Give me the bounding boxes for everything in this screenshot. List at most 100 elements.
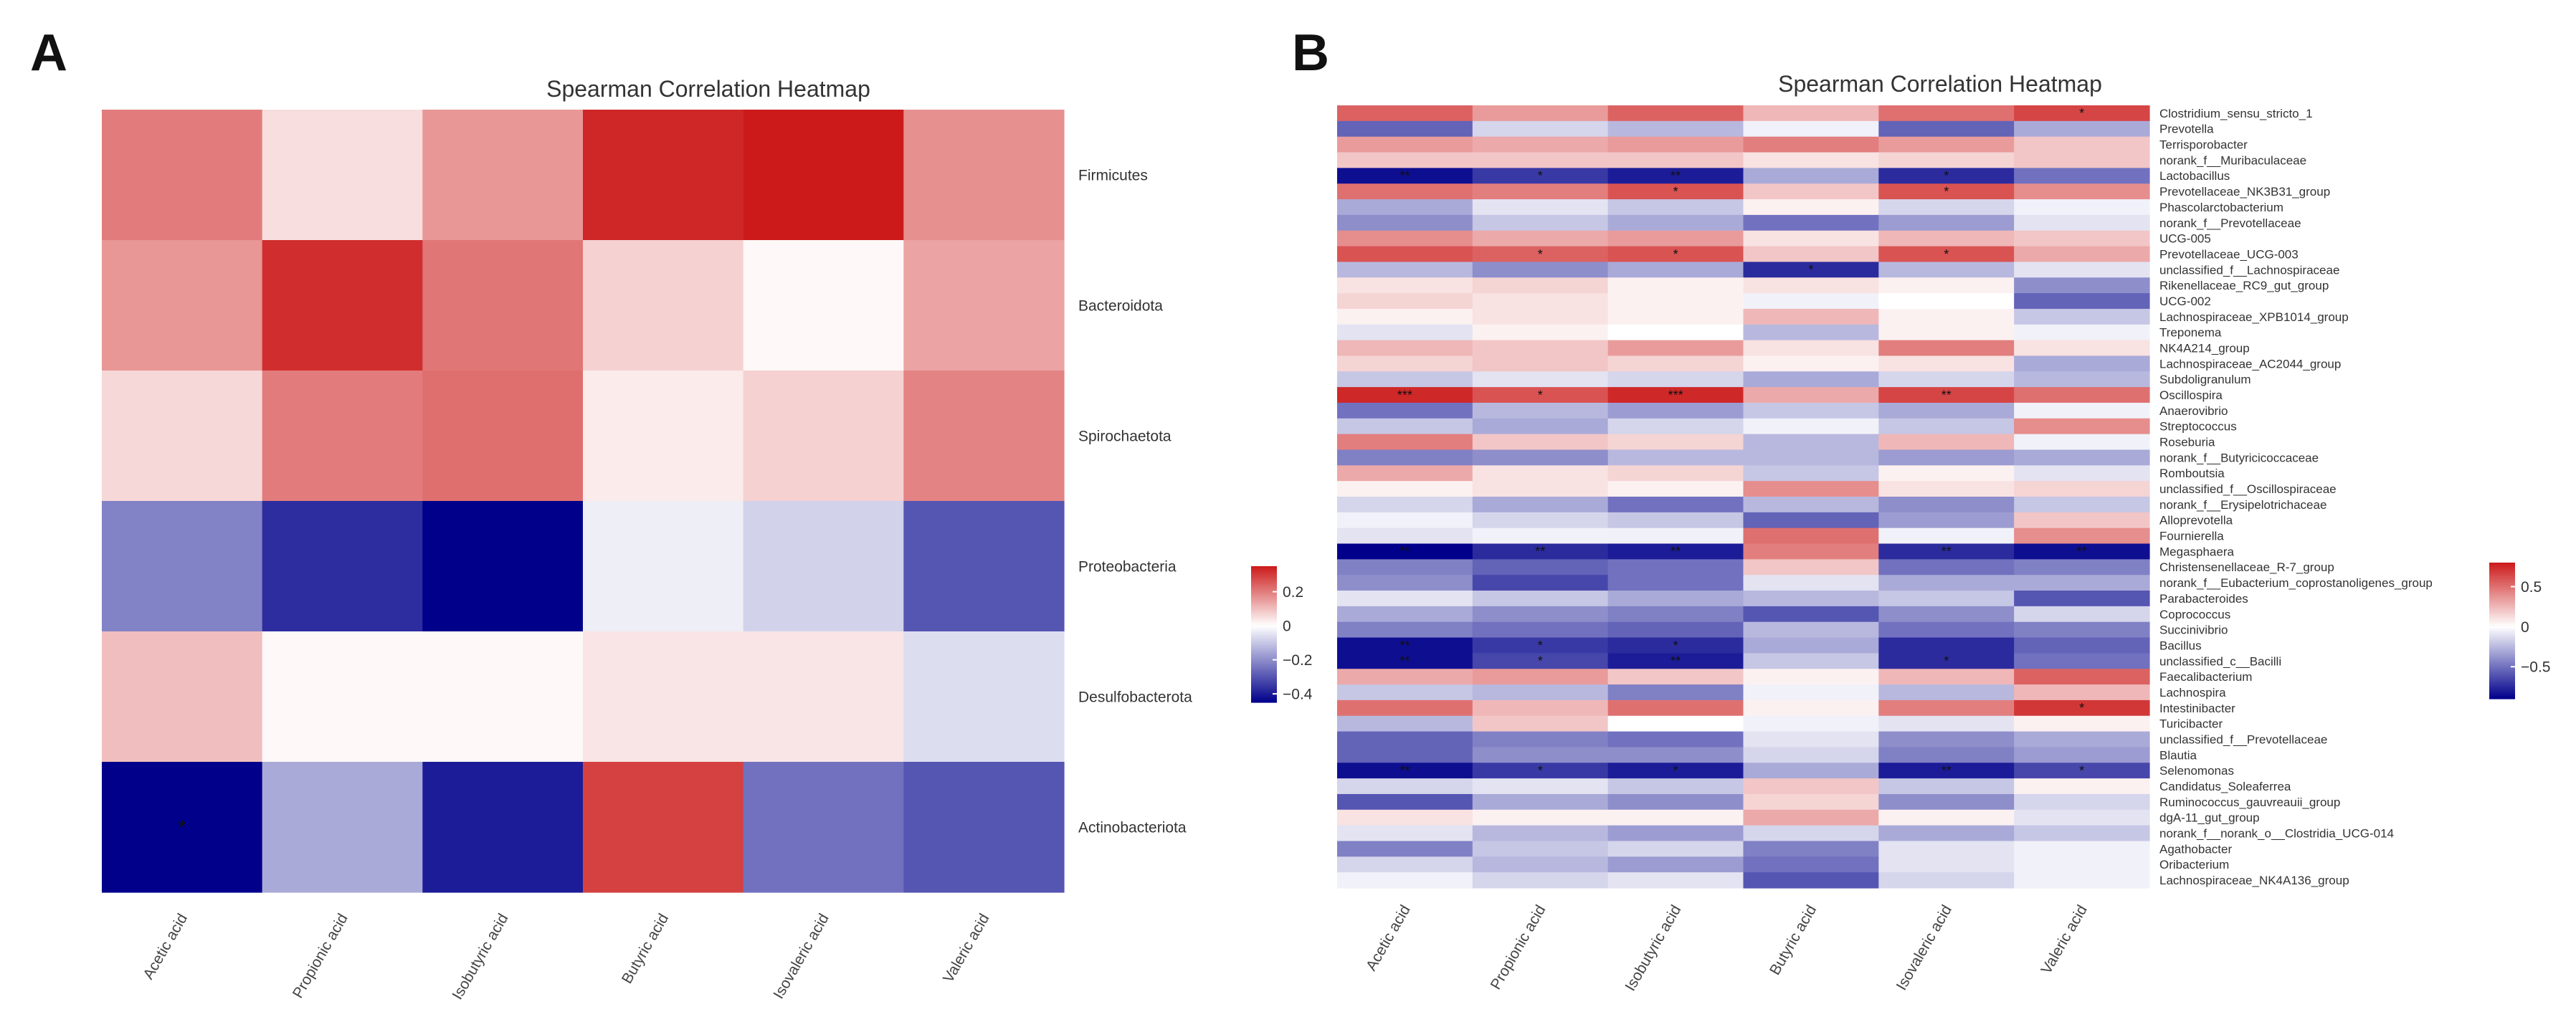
colorbar-segment [1251,695,1277,699]
colorbar-segment [2489,692,2515,695]
heatmap-cell [1337,778,1473,795]
heatmap-cell [1878,246,2015,262]
heatmap-cell [2014,841,2150,857]
colorbar-segment [2489,662,2515,666]
colorbar-segment [2489,592,2515,595]
row-label: norank_f__norank_o__Clostridia_UCG-014 [2159,827,2394,841]
colorbar-segment [1251,609,1277,612]
colorbar-segment [2489,601,2515,604]
heatmap-cell [1337,449,1473,466]
heatmap-cell [1472,168,1609,184]
colorbar-segment [1251,675,1277,678]
heatmap-cell [2014,653,2150,669]
colorbar-tick-label: 0 [1283,618,1291,634]
heatmap-cell [1743,152,1879,168]
heatmap-cell [1472,669,1609,685]
row-label: Desulfobacterota [1078,689,1192,705]
row-label: Streptococcus [2159,420,2237,434]
heatmap-cell [1337,340,1473,357]
heatmap-cell [1743,591,1879,607]
colorbar-segment [1251,604,1277,608]
row-label: Blautia [2159,748,2197,762]
heatmap-cell [2014,606,2150,623]
column-label: Butyric acid [1767,902,1820,978]
row-label: Lachnospiraceae_AC2044_group [2159,357,2341,371]
heatmap-cell [1337,481,1473,497]
heatmap-cell [2014,778,2150,795]
heatmap-cell [1878,747,2015,763]
significance-marker: ** [1670,545,1681,559]
heatmap-cell [1472,809,1609,826]
heatmap-cell [2014,825,2150,842]
heatmap-cell [1878,512,2015,529]
significance-marker: * [2079,701,2084,715]
heatmap-cell [1878,183,2015,200]
heatmap-cell [2014,105,2150,122]
heatmap-cell [2014,340,2150,357]
heatmap-cell [1743,371,1879,388]
colorbar-segment [1251,652,1277,656]
colorbar-segment [2489,676,2515,679]
significance-marker: ** [1399,545,1410,559]
row-label: Bacteroidota [1078,297,1163,314]
heatmap-cell [1607,168,1744,184]
heatmap-cell [102,762,263,893]
heatmap-cell [1337,512,1473,529]
heatmap-cell [1743,684,1879,701]
heatmap-cell [102,371,263,502]
heatmap-cell [1607,105,1744,122]
row-label: Terrisporobacter [2159,138,2248,152]
heatmap-cell [1743,434,1879,451]
colorbar-segment [1251,691,1277,694]
heatmap-cell [1337,434,1473,451]
heatmap-cell [2014,230,2150,247]
colorbar-segment [2489,617,2515,620]
heatmap-cell [1337,355,1473,372]
row-label: Parabacteroides [2159,592,2248,606]
heatmap-cell [1607,230,1744,247]
heatmap-cell [1743,559,1879,575]
heatmap-cell [1472,418,1609,435]
heatmap-cell [1743,199,1879,216]
heatmap-cell [1337,324,1473,341]
heatmap-cell [1878,152,2015,168]
colorbar-segment [1251,639,1277,642]
colorbar-segment [2489,610,2515,613]
heatmap-cell [1607,856,1744,873]
heatmap-cell [583,371,744,502]
chart-title: Spearman Correlation Heatmap [1778,71,2102,97]
colorbar-tick-label: −0.4 [1283,686,1313,702]
heatmap-cell [1337,136,1473,153]
significance-marker: * [2079,106,2084,120]
heatmap-cell [2014,543,2150,560]
colorbar-segment [2489,687,2515,690]
heatmap-cell [1472,731,1609,748]
colorbar-segment [1251,643,1277,646]
heatmap-cell [1607,246,1744,262]
heatmap-cell [1472,497,1609,513]
heatmap-cell [1607,637,1744,654]
row-label: Prevotellaceae_NK3B31_group [2159,185,2330,199]
colorbar-segment [2489,655,2515,659]
heatmap-cell [2014,809,2150,826]
colorbar-segment [1251,686,1277,689]
heatmap-cell [1472,246,1609,262]
heatmap-cell [1878,230,2015,247]
heatmap-cell [1607,497,1744,513]
heatmap-cell [2014,497,2150,513]
colorbar-segment [1251,593,1277,596]
row-label: Spirochaetota [1078,428,1171,444]
heatmap-cell [2014,387,2150,403]
heatmap-cell [903,240,1065,371]
heatmap-cell [1607,575,1744,591]
row-label: Roseburia [2159,436,2215,449]
colorbar-segment [1251,677,1277,680]
colorbar-segment [1251,682,1277,685]
heatmap-cell [1878,559,2015,575]
heatmap-cell [1878,715,2015,732]
colorbar-segment [2489,674,2515,677]
heatmap-cell [903,501,1065,632]
heatmap-cell [1472,715,1609,732]
heatmap-cell [2014,684,2150,701]
heatmap-cell [1472,340,1609,357]
